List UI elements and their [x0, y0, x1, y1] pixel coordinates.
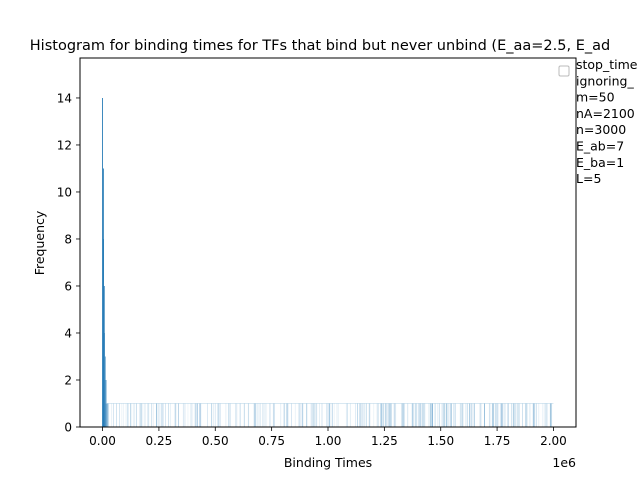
y-tick-label: 0	[64, 421, 72, 435]
legend-entry: ignoring_	[576, 73, 634, 88]
x-tick-label: 1.25	[371, 434, 398, 448]
x-tick-label: 1.75	[484, 434, 511, 448]
legend-entry: stop_time	[576, 57, 638, 72]
x-tick-label: 2.00	[540, 434, 567, 448]
y-tick-label: 2	[64, 373, 72, 387]
x-tick-label: 0.50	[202, 434, 229, 448]
x-axis-label: Binding Times	[284, 455, 372, 470]
bars-layer	[102, 97, 554, 427]
x-axis-offset-label: 1e6	[552, 455, 576, 470]
y-tick-label: 14	[57, 91, 72, 105]
legend-marker	[558, 65, 570, 77]
legend-entry: n=3000	[576, 122, 626, 137]
legend-entry: nA=2100	[576, 106, 635, 121]
x-tick-label: 1.50	[427, 434, 454, 448]
chart-title: Histogram for binding times for TFs that…	[30, 38, 610, 54]
legend-entry: m=50	[576, 90, 615, 105]
y-tick-label: 4	[64, 326, 72, 340]
x-tick-label: 0.00	[89, 434, 116, 448]
y-axis-label: Frequency	[32, 210, 47, 275]
legend-entry: E_ba=1	[576, 155, 624, 170]
x-tick-label: 0.25	[146, 434, 173, 448]
x-tick-label: 1.00	[315, 434, 342, 448]
y-tick-label: 12	[57, 138, 72, 152]
axes-frame	[79, 57, 577, 428]
x-tick-label: 0.75	[258, 434, 285, 448]
y-tick-label: 6	[64, 279, 72, 293]
y-axis: 0 2 4 6 8 10 12 14	[57, 91, 80, 435]
y-tick-label: 8	[64, 232, 72, 246]
legend-entry: E_ab=7	[576, 139, 624, 154]
y-tick-label: 10	[57, 185, 72, 199]
x-axis: 0.00 0.25 0.50 0.75 1.00 1.25 1.50 1.75 2.00	[89, 427, 567, 448]
legend-entry: L=5	[576, 171, 601, 186]
